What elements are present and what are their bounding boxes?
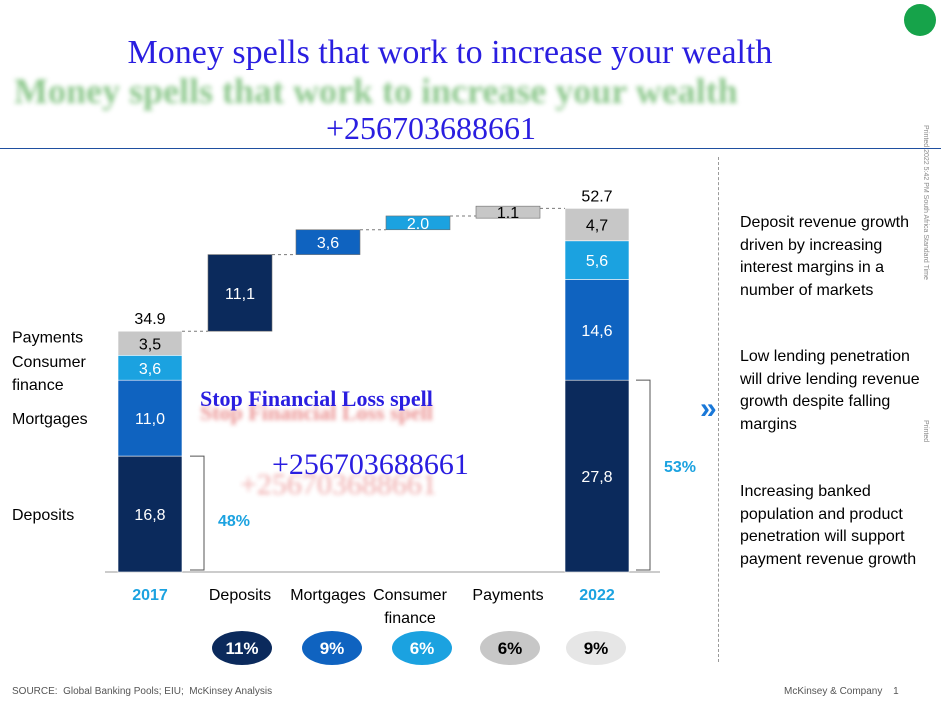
segment-label: 3,5 <box>139 336 161 353</box>
bar-segment <box>117 455 183 573</box>
increment-bar <box>475 205 541 219</box>
increment-bar <box>207 254 273 332</box>
category-label: 2022 <box>579 587 615 604</box>
total-label: 52.7 <box>581 188 612 205</box>
increment-bar <box>385 215 451 231</box>
share-bracket <box>636 379 651 571</box>
bar-segment <box>564 240 630 280</box>
growth-badge <box>392 631 452 665</box>
overlay-phone-shadow: +256703688661 <box>240 468 437 501</box>
overlay-stamp-shadow: Stop Financial Loss spell <box>200 400 433 425</box>
increment-label: 2.0 <box>407 216 429 233</box>
segment-legend-label: Payments <box>12 329 83 346</box>
segment-legend-label: Mortgages <box>12 411 88 428</box>
side-note-payments: Increasing banked population and product… <box>740 483 917 568</box>
growth-badge <box>566 631 626 665</box>
overlay-stamp: Stop Financial Loss spell <box>200 386 433 411</box>
print-note-short: Printed <box>922 420 929 443</box>
growth-badge-label: 6% <box>498 639 523 658</box>
category-label: finance <box>384 610 436 627</box>
chart-plot-area: 16,8 11,0 3,6 3,5 34.9 11,1 3,6 2.0 1.1 27,8 14,6 5… <box>12 188 696 665</box>
share-bracket <box>190 455 205 571</box>
segment-legend-label: Deposits <box>12 507 74 524</box>
segment-label: 3,6 <box>139 361 161 378</box>
page-title: Money spells that work to increase your … <box>127 34 773 71</box>
growth-badge-label: 9% <box>584 639 609 658</box>
segment-legend-label: finance <box>12 377 64 394</box>
status-dot <box>904 4 936 36</box>
source-note: SOURCE: Global Banking Pools; EIU; McKin… <box>12 686 273 697</box>
growth-badge <box>480 631 540 665</box>
segment-label: 16,8 <box>134 507 165 524</box>
header-rule <box>0 148 941 149</box>
print-note: Printed 2022 5:42 PM South Africa Standa… <box>922 125 929 280</box>
category-label: Consumer <box>373 587 447 604</box>
increment-label: 1.1 <box>497 205 519 222</box>
waterfall-chart: 16,8 11,0 3,6 3,5 34.9 11,1 3,6 2.0 1.1 27,8 14,6 5… <box>12 188 696 665</box>
growth-badge <box>302 631 362 665</box>
growth-badge-label: 6% <box>410 639 435 658</box>
share-label: 48% <box>218 513 250 530</box>
segment-legend-label: Consumer <box>12 354 86 371</box>
segment-label: 4,7 <box>586 218 608 235</box>
title-shadow: Money spells that work to increase your … <box>14 71 738 111</box>
bar-segment <box>117 330 183 356</box>
total-label: 34.9 <box>134 311 165 328</box>
category-label: Mortgages <box>290 587 366 604</box>
segment-label: 14,6 <box>581 323 612 340</box>
growth-badge <box>212 631 272 665</box>
segment-label: 5,6 <box>586 253 608 270</box>
side-note-lending: Low lending penetration will drive lendi… <box>740 348 920 433</box>
header-phone: +256703688661 <box>325 110 537 146</box>
bar-segment <box>117 379 183 457</box>
overlay-phone: +256703688661 <box>272 448 469 481</box>
increment-bar <box>295 229 361 255</box>
divider <box>718 157 719 662</box>
chevron-right-icon: » <box>700 392 716 425</box>
footer-page: 1 <box>893 686 899 697</box>
category-label: Payments <box>472 587 543 604</box>
segment-label: 11,0 <box>135 411 165 428</box>
category-label: Deposits <box>209 587 271 604</box>
increment-label: 11,1 <box>225 286 255 303</box>
bar-segment <box>564 379 630 573</box>
share-label: 53% <box>664 459 696 476</box>
growth-badge-label: 11% <box>225 639 258 658</box>
growth-badge-label: 9% <box>320 639 345 658</box>
footer: McKinsey & Company 1 <box>784 686 899 697</box>
side-note-deposits: Deposit revenue growth driven by increas… <box>740 214 909 299</box>
segment-label: 27,8 <box>581 469 612 486</box>
increment-label: 3,6 <box>317 235 339 252</box>
category-label: 2017 <box>132 587 168 604</box>
footer-company: McKinsey & Company <box>784 686 883 697</box>
bar-segment <box>564 208 630 242</box>
